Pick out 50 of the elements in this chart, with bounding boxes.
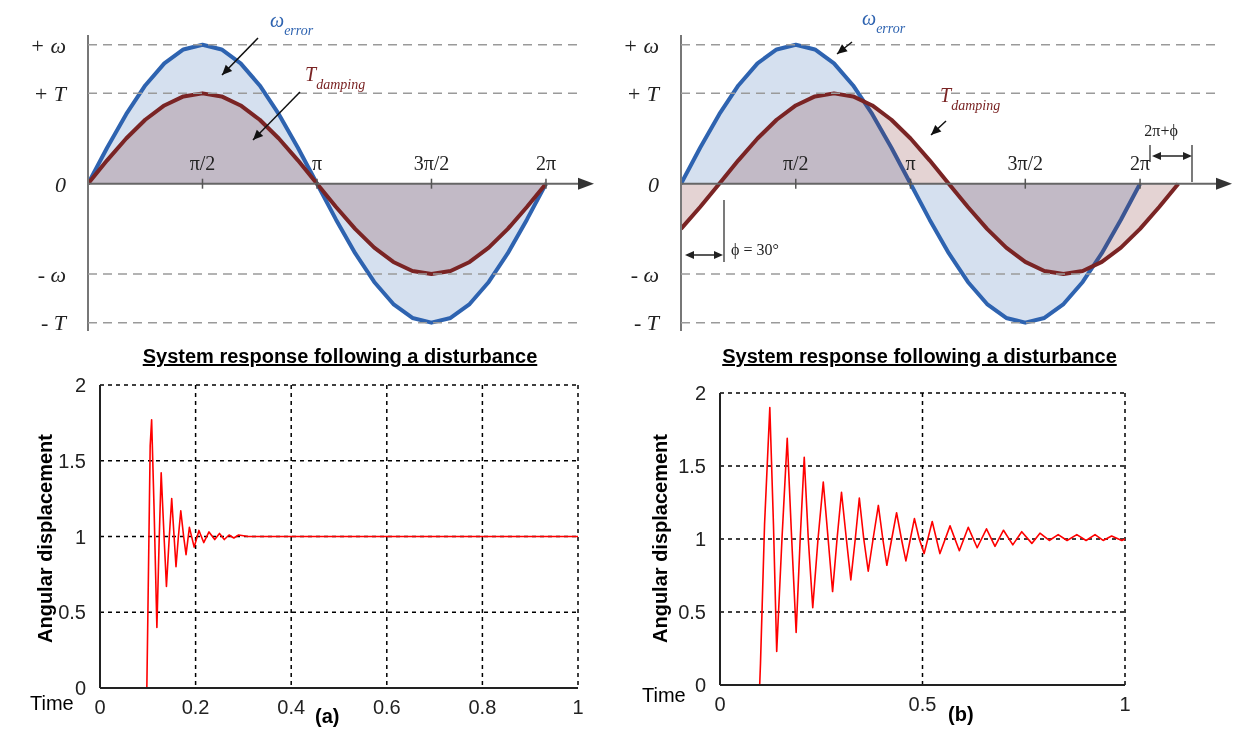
x-axis-title: Time — [30, 692, 74, 715]
chart-title: System response following a disturbance — [141, 345, 539, 368]
x-tick-label: 3π/2 — [1007, 151, 1044, 174]
annotation: ϕ = 30° — [731, 241, 779, 259]
y-tick-label: 2 — [694, 382, 706, 405]
x-tick-label: π/2 — [189, 151, 216, 174]
series-label: T$_{damping}$ — [940, 84, 1001, 113]
ref-line-label: + T — [626, 81, 661, 107]
y-tick-label: 1 — [74, 525, 86, 548]
x-tick-label: π — [905, 151, 916, 174]
ref-line-label: + T — [33, 81, 68, 107]
y-tick-label: 0.5 — [58, 601, 86, 624]
y-tick-label: 0.5 — [678, 601, 706, 624]
chart-title: System response following a disturbance — [721, 345, 1118, 368]
ref-line-label: + ω — [30, 32, 66, 58]
ref-line-label: + ω — [623, 32, 659, 58]
series-label: ω$_{error}$ — [270, 9, 314, 38]
x-tick-label: 0 — [714, 693, 726, 715]
text: T$_{damping}$ — [305, 63, 366, 92]
y-tick-label: 1.5 — [678, 455, 706, 478]
x-tick-label: 0.6 — [372, 696, 401, 718]
x-tick-label: π/2 — [782, 151, 809, 174]
x-tick-label: 3π/2 — [413, 151, 450, 174]
annotation: 2π+ϕ — [1144, 121, 1178, 140]
x-axis-title: Time — [642, 684, 686, 707]
text: (a) — [315, 705, 340, 728]
ref-line-label: - T — [633, 310, 661, 336]
y-tick-label: 0 — [694, 674, 706, 697]
x-tick-label: 0.4 — [277, 696, 306, 718]
y-axis-title: Angular displacement — [648, 434, 671, 643]
ref-line-label: - ω — [37, 261, 66, 287]
ref-line-label: - T — [40, 310, 68, 336]
x-tick-label: 0.5 — [908, 693, 937, 715]
y-tick-label: 2 — [74, 374, 86, 397]
x-tick-label: 0.2 — [181, 696, 210, 718]
x-tick-label: 0.8 — [468, 696, 497, 718]
x-tick-label: 1 — [1119, 693, 1131, 715]
series-label: ω$_{error}$ — [862, 7, 906, 36]
ref-line-label: - ω — [630, 261, 659, 287]
y-axis-title: Angular displacement — [33, 433, 57, 645]
text: (b) — [948, 703, 974, 726]
x-tick-label: 1 — [572, 696, 584, 718]
y-tick-label: 0 — [74, 677, 86, 700]
x-tick-label: 0 — [94, 696, 106, 718]
x-tick-label: π — [311, 151, 323, 174]
x-tick-label: 2π — [535, 151, 557, 174]
y-tick-label: 1.5 — [58, 449, 86, 472]
x-tick-label: 2π — [1130, 151, 1151, 174]
y-tick-label: 1 — [694, 528, 706, 551]
text: 0 — [648, 172, 659, 197]
